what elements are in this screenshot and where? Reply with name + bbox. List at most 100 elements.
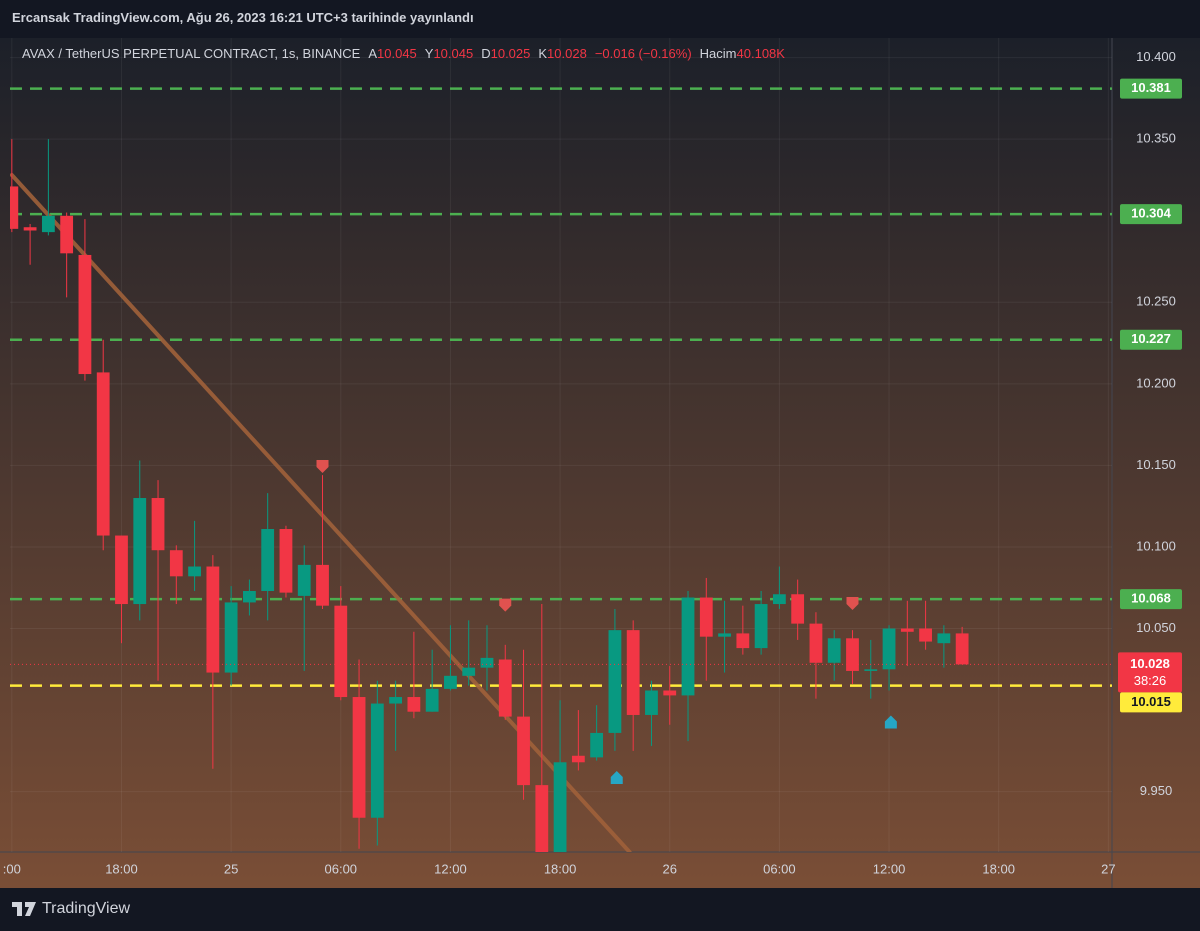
candle-body [279, 529, 293, 593]
buy-signal [884, 715, 897, 729]
y-tick-label: 10.350 [1136, 131, 1176, 146]
candle-body [846, 638, 859, 671]
volume-value: 40.108K [736, 46, 785, 61]
high-label: Y [424, 46, 434, 61]
y-tick-label: 10.250 [1136, 294, 1176, 309]
candle-body [316, 564, 329, 606]
level-label-box [1120, 589, 1182, 610]
candle-body [96, 372, 110, 536]
candle-body [151, 498, 165, 551]
last-price-label-box [1118, 652, 1182, 693]
level-label: 10.015 [1131, 694, 1171, 709]
sell-signal [846, 597, 859, 611]
candle-body [334, 605, 348, 698]
candle-body [498, 659, 512, 717]
candle-body [791, 594, 805, 624]
candle-body [261, 529, 275, 591]
candle-body [937, 633, 951, 644]
candle-body [462, 667, 476, 676]
y-tick-label: 10.150 [1136, 457, 1176, 472]
candle-body [480, 657, 494, 668]
x-tick-label: 12:00 [434, 861, 467, 876]
x-tick-label: 18:00 [105, 861, 138, 876]
symbol-title: AVAX / TetherUS PERPETUAL CONTRACT, 1s, … [22, 46, 361, 61]
x-tick-label: 25 [224, 861, 238, 876]
open-label: A [368, 46, 378, 61]
logo [12, 902, 36, 916]
countdown-label: 38:26 [1134, 673, 1167, 688]
candle-body [553, 762, 567, 852]
footer: TradingView [12, 900, 130, 918]
candle-body [407, 697, 421, 712]
plot-area [10, 87, 1112, 852]
candle-body [736, 633, 750, 649]
candle-body [608, 630, 622, 733]
candle-body [133, 498, 147, 605]
candle-body [772, 594, 786, 605]
candle-body [188, 566, 201, 577]
candle-body [206, 566, 220, 673]
candle-body [900, 628, 914, 632]
level-label: 10.381 [1131, 80, 1171, 95]
candle-body [699, 597, 713, 637]
candle-body [60, 215, 74, 254]
last-price-label: 10.028 [1130, 656, 1170, 671]
level-label-box [1120, 78, 1182, 99]
x-tick-label: 06:00 [763, 861, 796, 876]
chart-background [0, 38, 1200, 888]
candle-body [352, 697, 366, 818]
low-label: D [481, 46, 491, 61]
candle-body [681, 597, 695, 696]
ohlc-legend: AVAX / TetherUS PERPETUAL CONTRACT, 1s, … [22, 46, 793, 61]
open-value: 10.045 [377, 46, 417, 61]
y-tick-label: 9.950 [1140, 783, 1173, 798]
candle-body [169, 550, 183, 577]
candle-body [115, 535, 128, 605]
x-tick-label: 18:00 [544, 861, 577, 876]
close-value: 10.028 [547, 46, 587, 61]
change-value: −0.016 (−0.16%) [594, 46, 692, 61]
candle-body [23, 227, 37, 231]
candle-body [224, 602, 238, 673]
x-tick-label: :00 [3, 861, 21, 876]
candle-body [882, 628, 896, 670]
header: Ercansak TradingView.com, Ağu 26, 2023 1… [12, 10, 474, 25]
level-label-box [1120, 692, 1182, 713]
candle-body [626, 630, 640, 715]
candle-body [955, 633, 969, 665]
candle-body [571, 755, 585, 763]
y-tick-label: 10.100 [1136, 538, 1176, 553]
y-tick-label: 10.050 [1136, 620, 1176, 635]
candle-body [809, 623, 823, 663]
y-tick-label: 10.200 [1136, 375, 1176, 390]
candle-body [243, 590, 256, 603]
candle-body [535, 785, 549, 852]
candle-body [864, 669, 878, 671]
sell-signal [316, 460, 329, 474]
candle-body [590, 732, 604, 758]
axes: 10.400 10.350 10.250 10.200 10.150 10.100 10.0… [3, 49, 1182, 876]
candle-body [444, 675, 457, 689]
candle-body [754, 604, 768, 649]
candle-body [718, 633, 731, 637]
candle-body [425, 688, 439, 712]
candle-body [297, 564, 311, 596]
close-label: K [538, 46, 548, 61]
level-label: 10.068 [1131, 591, 1171, 606]
candle-body [10, 186, 19, 229]
low-value: 10.025 [490, 46, 531, 61]
x-tick-label: 27 [1101, 861, 1115, 876]
candle-body [663, 690, 677, 696]
candle-body [389, 697, 403, 704]
candle-body [41, 215, 55, 233]
candle-body [517, 716, 530, 786]
level-label-box [1120, 204, 1182, 225]
buy-signal [610, 770, 623, 784]
sell-signal [499, 598, 512, 612]
candle-body [370, 703, 384, 818]
level-label-box [1120, 329, 1182, 350]
brand: TradingView [42, 900, 131, 917]
candle-body [78, 254, 92, 375]
